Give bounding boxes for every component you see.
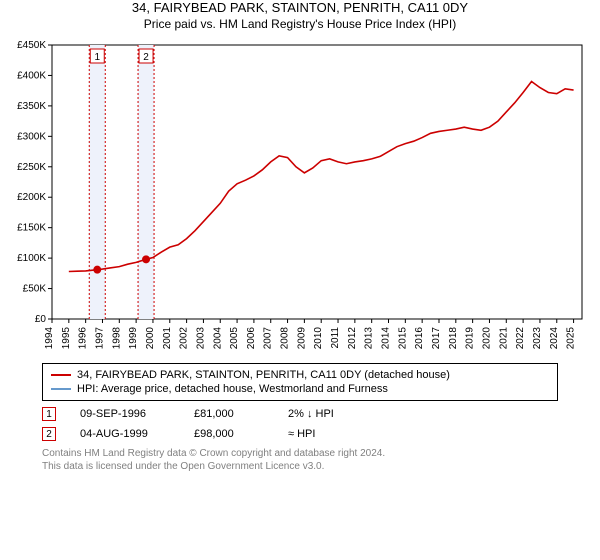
- svg-text:2025: 2025: [566, 327, 577, 350]
- svg-text:£400K: £400K: [17, 70, 46, 81]
- svg-text:2000: 2000: [145, 327, 156, 350]
- svg-text:2015: 2015: [397, 327, 408, 350]
- sale-marker: 2: [42, 427, 56, 441]
- legend-item: HPI: Average price, detached house, West…: [51, 382, 549, 396]
- svg-text:£300K: £300K: [17, 131, 46, 142]
- legend-item: 34, FAIRYBEAD PARK, STAINTON, PENRITH, C…: [51, 368, 549, 382]
- svg-text:1996: 1996: [78, 327, 89, 350]
- sale-date: 09-SEP-1996: [80, 408, 170, 420]
- legend: 34, FAIRYBEAD PARK, STAINTON, PENRITH, C…: [42, 363, 558, 401]
- svg-text:2006: 2006: [246, 327, 257, 350]
- svg-text:2013: 2013: [364, 327, 375, 350]
- svg-text:2022: 2022: [515, 327, 526, 350]
- svg-text:1995: 1995: [61, 327, 72, 350]
- svg-text:2012: 2012: [347, 327, 358, 350]
- svg-text:2011: 2011: [330, 327, 341, 349]
- svg-text:£100K: £100K: [17, 253, 46, 264]
- sales-row: 2 04-AUG-1999 £98,000 ≈ HPI: [42, 427, 558, 441]
- chart-title: 34, FAIRYBEAD PARK, STAINTON, PENRITH, C…: [0, 0, 600, 15]
- attrib-line: This data is licensed under the Open Gov…: [42, 460, 558, 473]
- svg-text:2016: 2016: [414, 327, 425, 350]
- svg-text:2003: 2003: [195, 327, 206, 350]
- attrib-line: Contains HM Land Registry data © Crown c…: [42, 447, 558, 460]
- svg-text:2007: 2007: [263, 327, 274, 350]
- attribution: Contains HM Land Registry data © Crown c…: [42, 447, 558, 473]
- chart-container: 1 2 £0 £50K £100K £150K £200K £250K £300K £350K £4…: [10, 39, 590, 359]
- sales-row: 1 09-SEP-1996 £81,000 2% ↓ HPI: [42, 407, 558, 421]
- svg-text:1999: 1999: [128, 327, 139, 350]
- svg-text:2017: 2017: [431, 327, 442, 350]
- svg-text:2: 2: [143, 52, 149, 63]
- svg-text:2014: 2014: [381, 327, 392, 350]
- svg-text:£150K: £150K: [17, 223, 46, 234]
- chart-subtitle: Price paid vs. HM Land Registry's House …: [0, 17, 600, 31]
- svg-text:2020: 2020: [481, 327, 492, 350]
- sale-price: £81,000: [194, 408, 264, 420]
- svg-text:£350K: £350K: [17, 101, 46, 112]
- sale-date: 04-AUG-1999: [80, 428, 170, 440]
- svg-text:2024: 2024: [549, 327, 560, 350]
- svg-text:2004: 2004: [212, 327, 223, 350]
- svg-text:2009: 2009: [296, 327, 307, 350]
- sale-price: £98,000: [194, 428, 264, 440]
- svg-text:£450K: £450K: [17, 40, 46, 51]
- svg-text:1997: 1997: [94, 327, 105, 350]
- svg-text:2001: 2001: [162, 327, 173, 350]
- svg-text:2021: 2021: [498, 327, 509, 350]
- legend-label: HPI: Average price, detached house, West…: [77, 383, 388, 395]
- svg-text:2023: 2023: [532, 327, 543, 350]
- legend-swatch: [51, 388, 71, 390]
- svg-text:£250K: £250K: [17, 162, 46, 173]
- svg-text:1: 1: [94, 52, 100, 63]
- sale-delta: 2% ↓ HPI: [288, 408, 368, 420]
- svg-text:£50K: £50K: [23, 284, 47, 295]
- svg-text:2002: 2002: [179, 327, 190, 350]
- sale-marker: 1: [42, 407, 56, 421]
- svg-text:1994: 1994: [44, 327, 55, 350]
- legend-label: 34, FAIRYBEAD PARK, STAINTON, PENRITH, C…: [77, 369, 450, 381]
- svg-text:2018: 2018: [448, 327, 459, 350]
- sales-table: 1 09-SEP-1996 £81,000 2% ↓ HPI 2 04-AUG-…: [42, 407, 558, 441]
- price-chart: 1 2 £0 £50K £100K £150K £200K £250K £300K £350K £4…: [10, 39, 590, 359]
- svg-text:2010: 2010: [313, 327, 324, 350]
- svg-text:1998: 1998: [111, 327, 122, 350]
- svg-text:2005: 2005: [229, 327, 240, 350]
- svg-text:2008: 2008: [280, 327, 291, 350]
- svg-text:£0: £0: [35, 314, 47, 325]
- svg-text:2019: 2019: [465, 327, 476, 350]
- sale-delta: ≈ HPI: [288, 428, 368, 440]
- legend-swatch: [51, 374, 71, 376]
- svg-text:£200K: £200K: [17, 192, 46, 203]
